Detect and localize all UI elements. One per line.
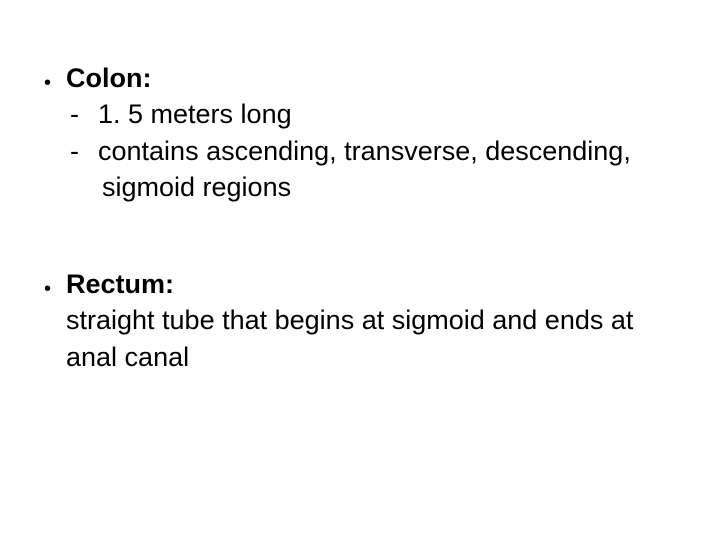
rectum-body-text: straight tube that begins at sigmoid and… [30, 302, 690, 375]
colon-subitem-2-continuation: sigmoid regions [30, 169, 690, 205]
rectum-heading-line: • Rectum: [30, 266, 690, 302]
colon-section: • Colon: - 1. 5 meters long - contains a… [30, 60, 690, 206]
colon-heading: Colon: [66, 60, 690, 96]
colon-subitem-2-text: contains ascending, transverse, descendi… [98, 133, 690, 169]
dash-marker: - [66, 96, 98, 132]
rectum-heading: Rectum: [66, 266, 690, 302]
dash-marker: - [66, 133, 98, 169]
colon-subitem-1: - 1. 5 meters long [30, 96, 690, 132]
bullet-icon: • [30, 266, 66, 302]
colon-heading-line: • Colon: [30, 60, 690, 96]
colon-subitem-2: - contains ascending, transverse, descen… [30, 133, 690, 169]
bullet-icon: • [30, 60, 66, 96]
rectum-section: • Rectum: straight tube that begins at s… [30, 266, 690, 375]
colon-subitem-1-text: 1. 5 meters long [98, 96, 690, 132]
